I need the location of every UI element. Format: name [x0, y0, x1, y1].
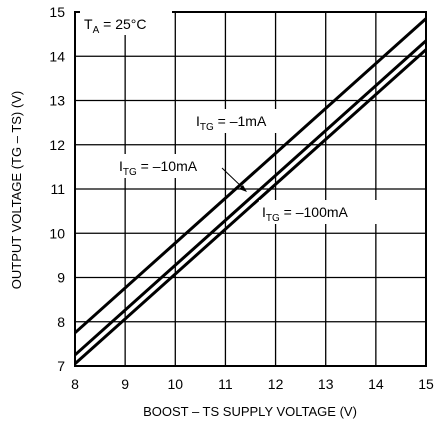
- x-axis-title: BOOST – TS SUPPLY VOLTAGE (V): [143, 404, 357, 419]
- x-tick-label: 11: [218, 376, 233, 392]
- x-tick-label: 14: [368, 376, 384, 392]
- condition-label-bg: [80, 11, 172, 35]
- label-10ma-arrowhead: [239, 185, 247, 192]
- y-tick-label: 11: [50, 181, 65, 197]
- x-tick-label: 15: [418, 376, 434, 392]
- plot-frame: [74, 11, 427, 367]
- series-label-100ma: ITG = –100mA: [262, 204, 349, 224]
- series-label-10ma: ITG = –10mA: [119, 158, 198, 178]
- y-tick-label: 8: [57, 314, 65, 330]
- y-tick-labels: 7 8 9 10 11 12 13 14 15: [49, 4, 65, 374]
- series-line-0: [73, 17, 428, 334]
- series-line-1: [73, 39, 428, 357]
- series-label-1ma: ITG = –1mA: [196, 113, 267, 133]
- x-tick-label: 10: [167, 376, 183, 392]
- y-tick-label: 14: [49, 48, 65, 64]
- label-10ma-bg: [116, 154, 224, 178]
- series-line-2: [73, 48, 428, 365]
- y-tick-label: 12: [49, 137, 65, 153]
- condition-label: TA = 25°C: [84, 16, 146, 36]
- y-tick-label: 7: [57, 358, 65, 374]
- x-tick-label: 9: [121, 376, 129, 392]
- label-10ma-leader: [221, 167, 245, 190]
- y-axis-title: OUTPUT VOLTAGE (TG – TS) (V): [9, 91, 24, 289]
- label-100ma-bg: [259, 200, 377, 224]
- series-lines: [73, 17, 428, 365]
- y-tick-label: 9: [57, 270, 65, 286]
- y-tick-label: 13: [49, 93, 65, 109]
- x-tick-label: 12: [268, 376, 284, 392]
- label-1ma-bg: [194, 109, 294, 133]
- grid: [75, 12, 426, 366]
- x-tick-label: 8: [71, 376, 79, 392]
- y-tick-label: 15: [49, 4, 65, 20]
- x-tick-labels: 8 9 10 11 12 13 14 15: [71, 376, 434, 392]
- x-tick-label: 13: [318, 376, 334, 392]
- y-tick-label: 10: [49, 225, 65, 241]
